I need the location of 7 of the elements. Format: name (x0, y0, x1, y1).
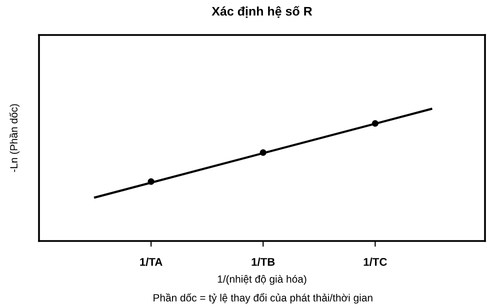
x-tick-label: 1/TA (140, 258, 162, 266)
x-tick-label: 1/TB (252, 258, 275, 266)
y-axis-title: -Ln (Phần dốc) (9, 104, 20, 172)
chart-title: Xác định hệ số R (212, 6, 312, 18)
x-axis-title: 1/(nhiệt độ già hóa) (218, 274, 306, 285)
x-tick-label: 1/TC (364, 258, 387, 266)
text: Phần dốc = tỷ lệ thay đổi của phát thải/thời gian (154, 292, 372, 304)
